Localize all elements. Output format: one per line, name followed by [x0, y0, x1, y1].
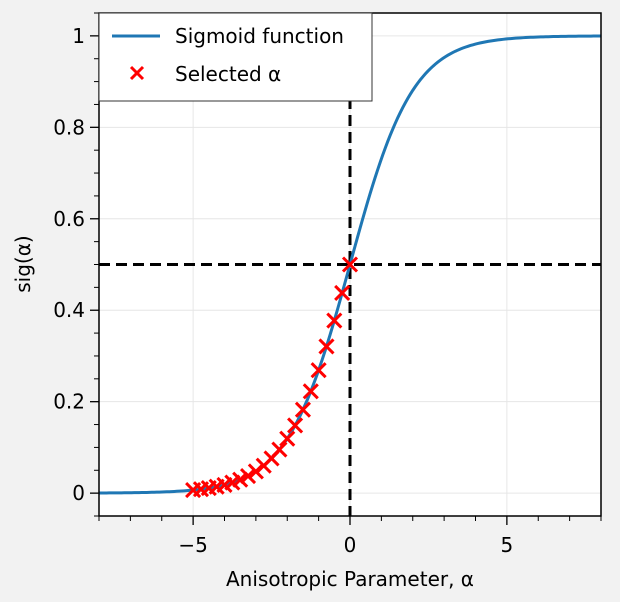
y-tick-label: 0.8: [53, 115, 85, 139]
selected-alpha-marker: [294, 401, 311, 418]
legend: Sigmoid function Selected α: [98, 12, 373, 102]
marker-stroke: [341, 256, 359, 273]
marker-stroke: [279, 430, 296, 447]
marker-stroke: [334, 284, 351, 302]
selected-alpha-marker: [279, 430, 296, 447]
selected-alpha-marker: [318, 338, 335, 355]
y-tick-label: 0.6: [53, 207, 85, 231]
marker-stroke: [302, 383, 319, 400]
legend-box: [98, 12, 373, 102]
x-tick-label: 0: [344, 533, 357, 557]
selected-alpha-marker: [287, 417, 304, 434]
y-tick-label: 1: [72, 24, 85, 48]
marker-stroke: [239, 467, 257, 485]
y-tick-label: 0.4: [53, 298, 85, 322]
marker-stroke: [271, 441, 288, 458]
y-tick-label: 0: [72, 481, 85, 505]
selected-alpha-markers: [185, 256, 359, 499]
marker-stroke: [287, 417, 304, 434]
y-tick-label: 0.2: [53, 390, 85, 414]
reference-lines: [99, 13, 601, 516]
selected-alpha-marker: [239, 467, 257, 485]
x-tick-label: 5: [501, 533, 514, 557]
axis-ticks: −5 0 5 0 0.2 0.4 0.6 0.8 1: [53, 12, 602, 557]
x-tick-label: −5: [178, 533, 207, 557]
marker-stroke: [232, 471, 249, 488]
marker-stroke: [326, 312, 343, 329]
selected-alpha-marker: [302, 383, 319, 400]
marker-stroke: [310, 362, 327, 379]
selected-alpha-marker: [334, 284, 351, 302]
x-axis-label: Anisotropic Parameter, α: [226, 567, 474, 591]
selected-alpha-marker: [326, 312, 343, 329]
legend-label-selected: Selected α: [175, 62, 281, 86]
selected-alpha-marker: [341, 256, 359, 273]
marker-stroke: [318, 338, 335, 355]
y-axis-label: sig(α): [11, 235, 35, 292]
marker-stroke: [294, 401, 311, 418]
legend-label-sigmoid: Sigmoid function: [175, 24, 344, 48]
selected-alpha-marker: [232, 471, 249, 488]
selected-alpha-marker: [310, 362, 327, 379]
legend-marker-swatch: [129, 65, 145, 81]
selected-alpha-marker: [271, 441, 288, 458]
